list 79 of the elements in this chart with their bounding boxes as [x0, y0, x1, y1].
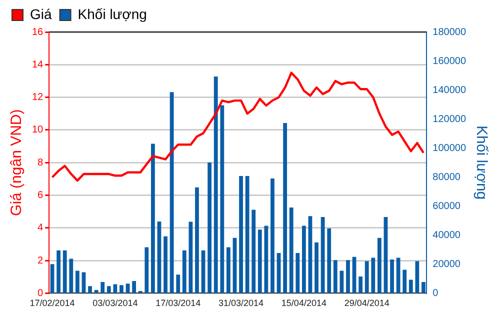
- y-tick-label: 6: [38, 190, 44, 201]
- legend-label: Giá: [30, 6, 52, 22]
- bar: [214, 76, 218, 294]
- bar: [239, 176, 243, 294]
- bar: [75, 270, 80, 294]
- bar: [120, 285, 124, 294]
- y2-tick-label: 140000: [432, 84, 466, 96]
- bar: [176, 274, 180, 294]
- bar: [364, 261, 369, 294]
- x-tick-label: 03/03/2014: [92, 298, 138, 308]
- y-tick-label: 0: [38, 288, 44, 299]
- bar: [220, 105, 224, 294]
- y2-tick-label: 40000: [432, 230, 461, 241]
- bar: [100, 282, 105, 294]
- bar: [208, 162, 212, 294]
- y2-tick-label: 0: [432, 288, 439, 299]
- bar: [402, 270, 407, 294]
- y-tick-label: 8: [38, 157, 44, 168]
- bar: [289, 207, 294, 294]
- y2-tick-label: 80000: [432, 172, 461, 183]
- y-tick-label: 12: [32, 92, 44, 104]
- bar: [415, 261, 420, 294]
- bar: [358, 276, 363, 294]
- y-tick-label: 2: [38, 255, 44, 266]
- bar: [314, 242, 318, 294]
- bar: [69, 258, 74, 294]
- bar: [396, 258, 400, 294]
- bar: [144, 247, 149, 294]
- bar: [283, 122, 288, 294]
- y2-tick-label: 20000: [432, 258, 461, 270]
- bar: [377, 238, 382, 294]
- bar: [113, 284, 118, 294]
- bar: [62, 250, 67, 294]
- bar: [150, 144, 155, 294]
- bar: [164, 236, 168, 294]
- bar: [320, 217, 325, 294]
- bar: [333, 260, 338, 294]
- bar: [188, 222, 193, 294]
- bar: [50, 264, 54, 294]
- bar: [245, 176, 250, 294]
- bar: [264, 226, 268, 294]
- y2-tick-label: 100000: [432, 142, 466, 154]
- bar: [302, 226, 306, 294]
- x-tick-label: 17/03/2014: [156, 298, 201, 308]
- y-tick-label: 16: [32, 26, 44, 38]
- x-tick-label: 31/03/2014: [218, 298, 264, 308]
- bar: [408, 280, 413, 294]
- y2-tick-label: 120000: [432, 114, 466, 125]
- bar: [226, 247, 230, 294]
- x-tick-label: 15/04/2014: [281, 298, 326, 308]
- bar: [182, 250, 186, 294]
- y-tick-label: 14: [32, 59, 44, 70]
- bar: [106, 286, 111, 294]
- y-axis-title: Giá (ngân VND): [8, 109, 26, 216]
- bar: [252, 210, 256, 294]
- y2-tick-label: 180000: [432, 26, 466, 38]
- bar: [132, 281, 136, 294]
- y-tick-label: 10: [32, 124, 44, 136]
- bar: [346, 260, 350, 294]
- bar: [94, 290, 98, 294]
- y2-tick-label: 60000: [432, 200, 461, 212]
- y2-tick-label: 160000: [432, 56, 466, 67]
- bar: [56, 250, 61, 294]
- bar: [170, 92, 174, 294]
- bar: [88, 286, 92, 294]
- y-tick-label: 4: [38, 222, 44, 234]
- bar: [258, 230, 262, 294]
- bar: [195, 187, 199, 294]
- x-tick-label: 29/04/2014: [344, 298, 390, 308]
- y2-axis-title: Khối lượng: [472, 126, 490, 200]
- bar: [270, 178, 274, 294]
- bar: [296, 253, 300, 294]
- bar: [371, 258, 376, 294]
- bar: [308, 216, 312, 294]
- bar: [327, 228, 332, 294]
- x-tick-label: 17/02/2014: [30, 298, 75, 308]
- bar: [340, 270, 344, 294]
- legend-label: Khối lượng: [78, 6, 147, 22]
- bar: [390, 260, 394, 294]
